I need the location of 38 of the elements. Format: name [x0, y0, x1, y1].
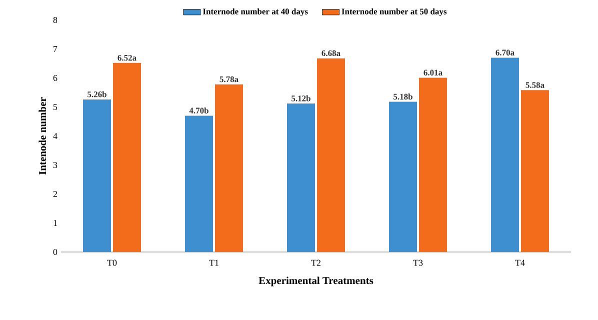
x-tick-label: T0: [107, 260, 117, 266]
bar: [215, 84, 243, 252]
y-tick-label: 0: [53, 248, 58, 256]
bar: [83, 99, 112, 252]
bar: [520, 90, 549, 252]
data-label: 6.52a: [118, 54, 136, 61]
x-axis-title: Experimental Treatments: [258, 276, 374, 286]
bar: [418, 78, 447, 252]
data-label: 5.12b: [292, 95, 310, 102]
bar: [490, 58, 519, 252]
bar: [185, 116, 214, 252]
x-tick-label: T1: [209, 260, 218, 266]
y-tick-label: 5: [53, 104, 58, 110]
data-label: 6.01a: [424, 70, 442, 76]
y-tick-label: 2: [53, 191, 57, 197]
data-label: 6.70a: [496, 50, 514, 56]
legend-label: Internode number at 40 days: [202, 8, 308, 16]
data-label: 5.18b: [394, 94, 412, 100]
x-tick-label: T3: [413, 260, 423, 266]
y-tick-label: 3: [53, 162, 58, 168]
bar: [287, 104, 315, 252]
y-tick-label: 1: [54, 220, 57, 226]
data-label: 5.58a: [526, 82, 544, 88]
x-tick-label: T2: [311, 260, 320, 266]
data-label: 5.78a: [220, 76, 238, 82]
x-tick-label: T4: [515, 260, 525, 266]
bar: [317, 58, 345, 252]
legend-label: Internode number at 50 days: [342, 8, 447, 16]
bar: [388, 102, 417, 252]
y-tick-label: 8: [53, 16, 58, 24]
y-axis-title: Intenode number: [38, 97, 46, 175]
y-tick-label: 7: [54, 46, 58, 52]
data-label: 6.68a: [322, 50, 340, 56]
y-tick-label: 4: [53, 133, 58, 139]
y-tick-label: 6: [53, 74, 58, 82]
bar: [113, 62, 142, 252]
data-label: 5.26b: [88, 91, 106, 98]
data-label: 4.70b: [189, 107, 208, 114]
